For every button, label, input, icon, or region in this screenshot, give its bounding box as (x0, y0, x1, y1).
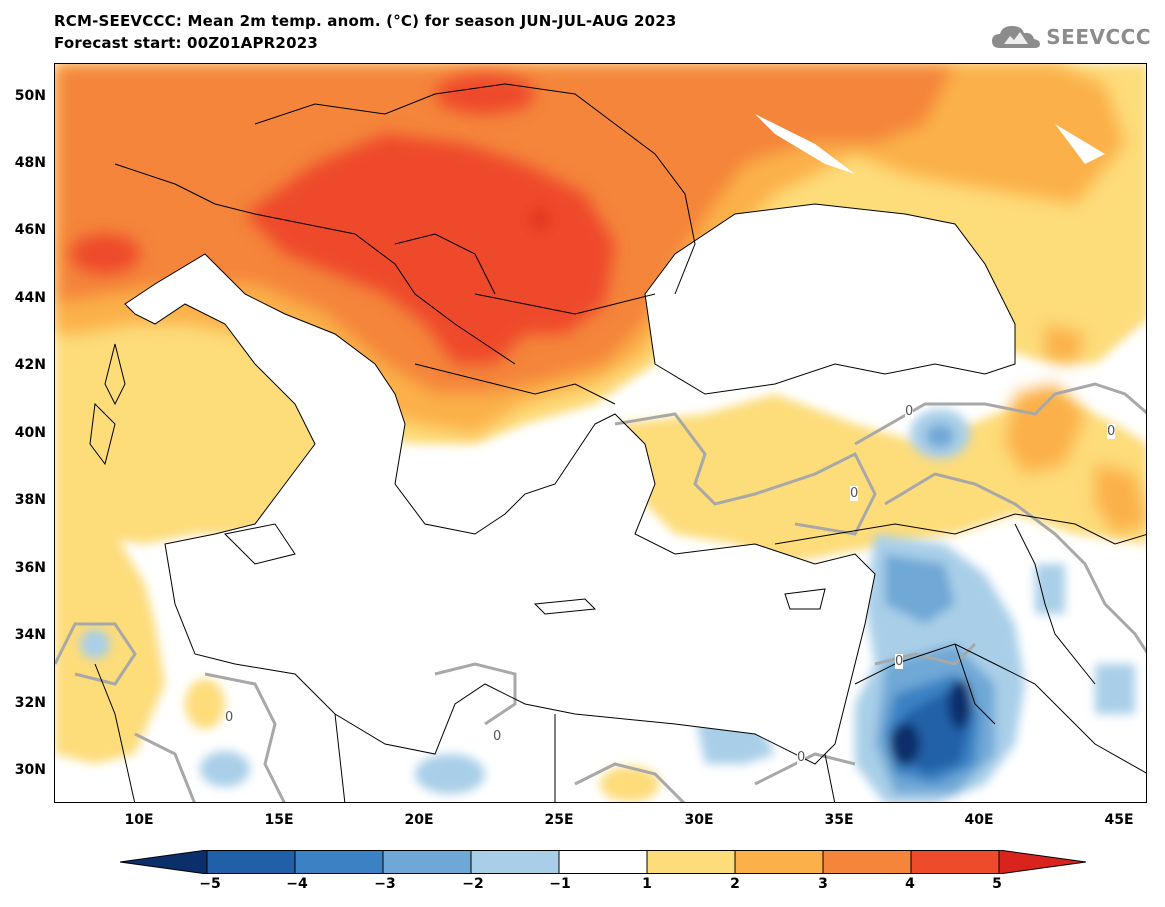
zero-contours (55, 382, 1146, 802)
colorbar-swatch (120, 850, 208, 874)
lon-label: 35E (824, 812, 854, 828)
contour-label: 0 (493, 729, 502, 744)
colorbar-label: 4 (905, 876, 915, 892)
lat-label: 36N (14, 560, 46, 576)
contour-label: 0 (905, 404, 914, 419)
lon-label: 10E (124, 812, 154, 828)
contour-label: 0 (850, 486, 859, 501)
colorbar-label: 2 (730, 876, 740, 892)
lat-label: 48N (14, 155, 46, 171)
colorbar-swatch (734, 850, 824, 874)
colorbar (120, 850, 1086, 874)
coastlines-borders (89, 83, 1146, 802)
lat-label: 38N (14, 492, 46, 508)
contour-label: 0 (1107, 424, 1116, 439)
lat-label: 50N (14, 88, 46, 104)
lon-label: 20E (404, 812, 434, 828)
sea-mask (125, 114, 1105, 764)
contour-label: 0 (797, 750, 806, 765)
lat-label: 46N (14, 222, 46, 238)
lon-label: 15E (264, 812, 294, 828)
chart-title: RCM-SEEVCCC: Mean 2m temp. anom. (°C) fo… (54, 12, 677, 30)
logo-text: SEEVCCC (1046, 25, 1151, 49)
anomaly-map: 0 0 0 0 0 0 0 (54, 63, 1147, 803)
colorbar-swatch (822, 850, 912, 874)
lat-label: 40N (14, 425, 46, 441)
colorbar-swatch (998, 850, 1086, 874)
colorbar-label: −4 (286, 876, 308, 892)
seevccc-logo: SEEVCCC (990, 22, 1151, 52)
contour-label: 0 (225, 710, 234, 725)
colorbar-swatch (646, 850, 736, 874)
lat-label: 32N (14, 695, 46, 711)
lon-label: 25E (544, 812, 574, 828)
colorbar-label: −5 (199, 876, 221, 892)
colorbar-label: 3 (818, 876, 828, 892)
colorbar-swatch (382, 850, 472, 874)
lat-label: 34N (14, 627, 46, 643)
lon-label: 30E (684, 812, 714, 828)
colorbar-label: 5 (992, 876, 1002, 892)
colorbar-swatch (294, 850, 384, 874)
lon-label: 40E (964, 812, 994, 828)
anomaly-field-negative (80, 409, 1135, 802)
contour-label: 0 (895, 654, 904, 669)
forecast-start-label: Forecast start: 00Z01APR2023 (54, 34, 318, 52)
lat-label: 42N (14, 357, 46, 373)
colorbar-swatch (470, 850, 560, 874)
anomaly-field-4to5 (70, 74, 615, 364)
colorbar-swatch (910, 850, 1000, 874)
colorbar-label: −2 (462, 876, 484, 892)
colorbar-label: −3 (374, 876, 396, 892)
lat-label: 44N (14, 290, 46, 306)
colorbar-swatch (206, 850, 296, 874)
lon-label: 45E (1104, 812, 1134, 828)
colorbar-swatch (558, 850, 648, 874)
cloud-icon (992, 26, 1041, 48)
lat-label: 30N (14, 762, 46, 778)
colorbar-label: 1 (642, 876, 652, 892)
colorbar-label: −1 (549, 876, 571, 892)
